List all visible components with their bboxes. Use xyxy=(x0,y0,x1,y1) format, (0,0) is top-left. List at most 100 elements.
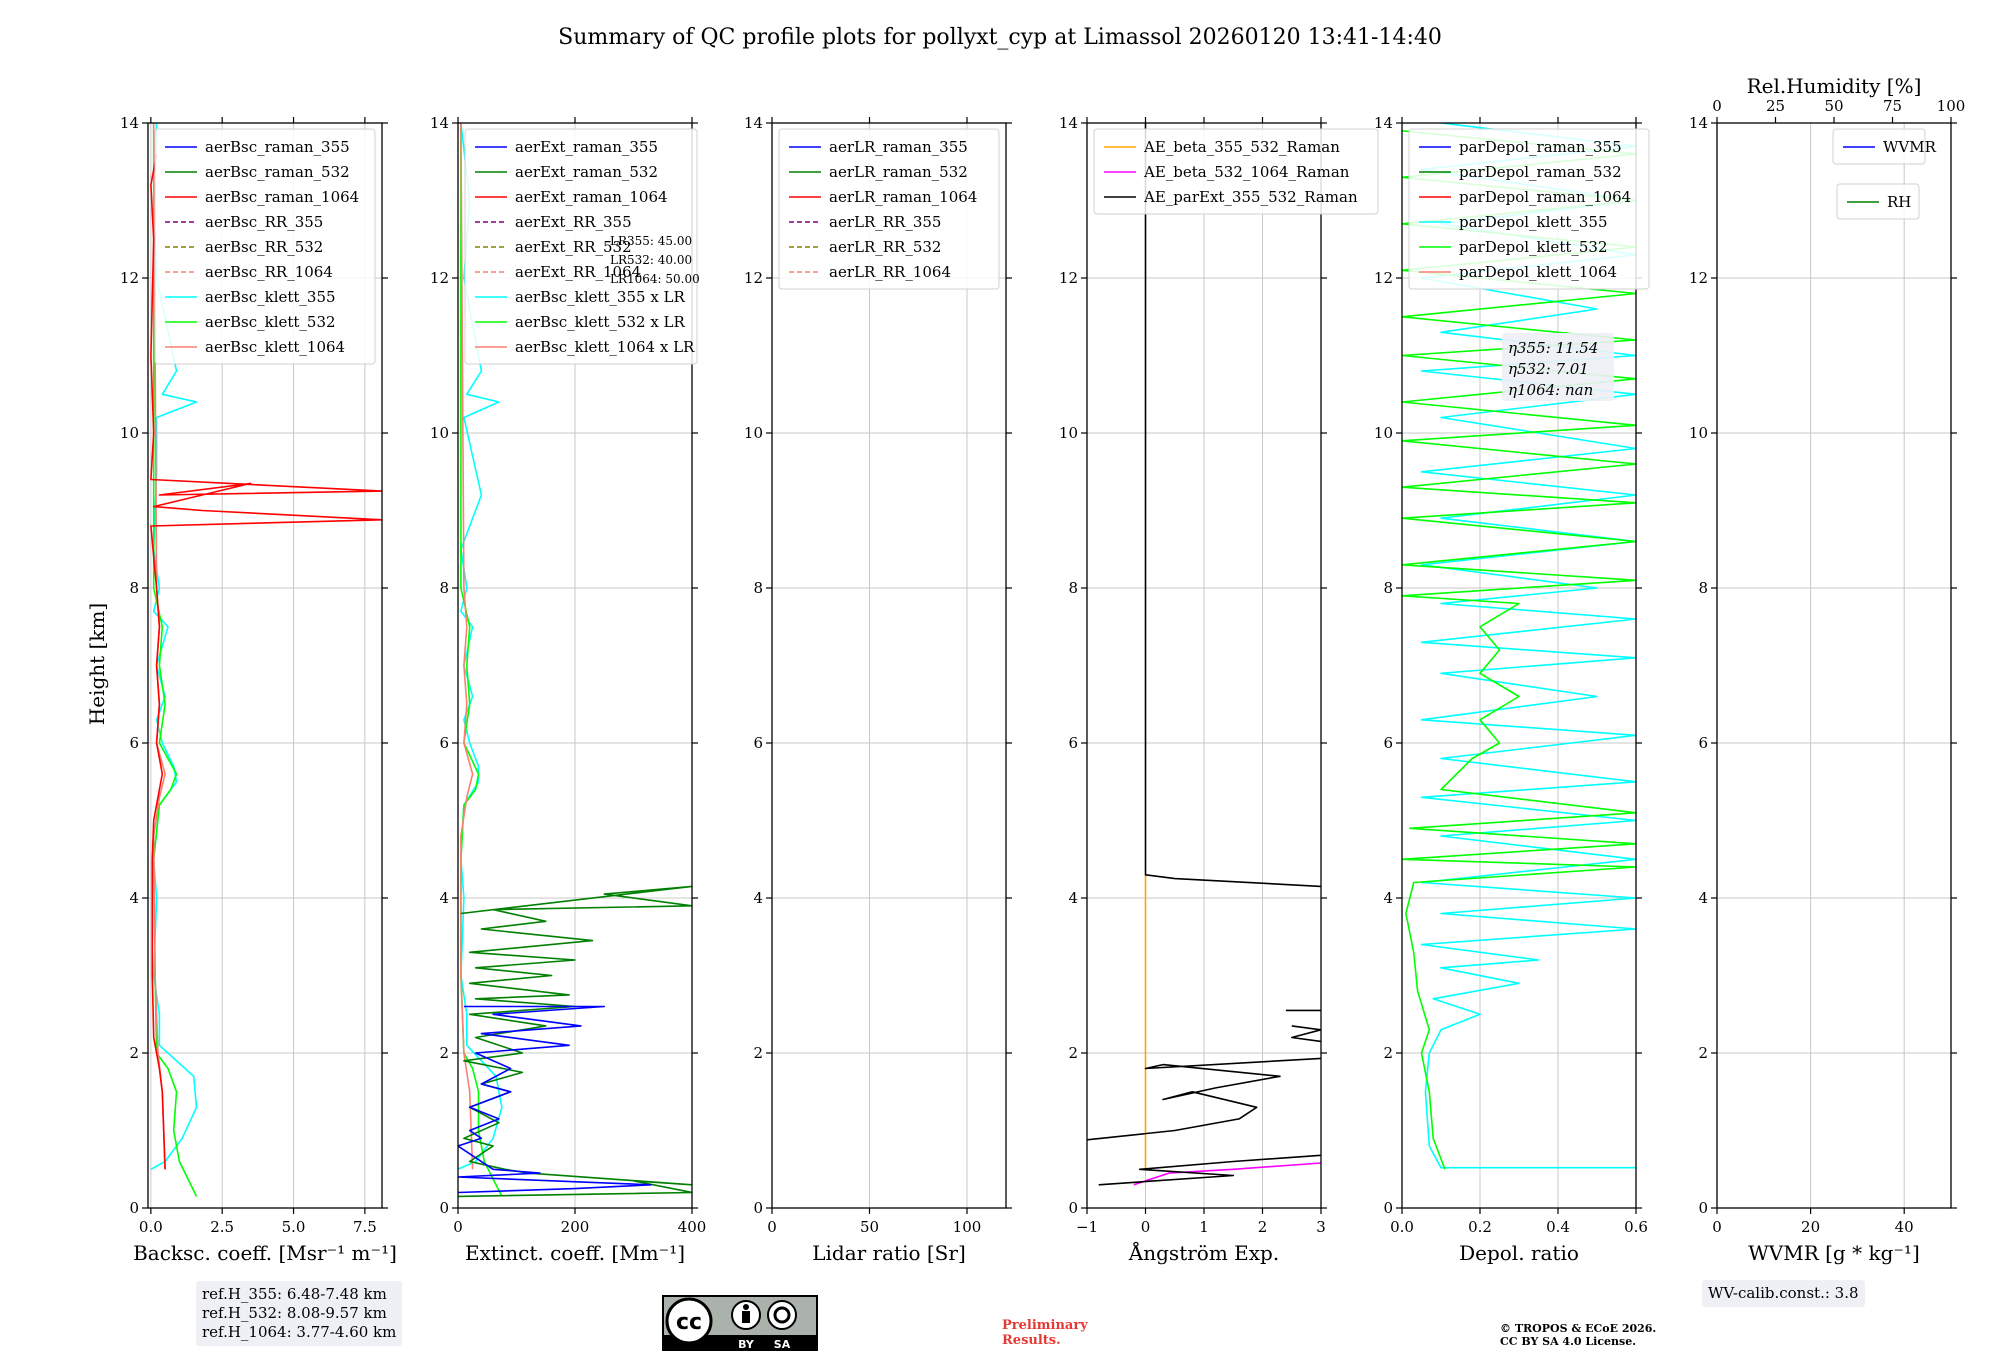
legend-label: parDepol_klett_355 xyxy=(1459,213,1608,231)
legend-box xyxy=(154,128,376,365)
legend-label: aerBsc_klett_1064 xyxy=(205,338,345,356)
y-tick-label: 10 xyxy=(1059,424,1078,442)
y-tick-label: 2 xyxy=(1383,1044,1393,1062)
legend-label: RH xyxy=(1887,193,1911,211)
legend-box xyxy=(464,128,698,365)
top-tick-label: 100 xyxy=(1937,97,1966,115)
legend-label: aerBsc_klett_355 xyxy=(205,288,336,306)
legend-label: aerExt_RR_355 xyxy=(515,213,632,231)
series-line-aerbsc-raman-1064 xyxy=(150,153,382,1170)
series-line-aerext-raman-532 xyxy=(458,885,692,1198)
panel-5: 0.0 0.2 0.4 0.6 0 2 4 6 8 10 12 14 Depol. ratio parDe… xyxy=(1374,114,1650,1265)
series-line-aerbsc-klett-355-x-lr xyxy=(458,123,503,1171)
x-tick-label: 200 xyxy=(561,1218,590,1236)
x-axis-label: Extinct. coeff. [Mm⁻¹] xyxy=(465,1241,685,1265)
x-axis-label: Ångström Exp. xyxy=(1128,1240,1279,1265)
y-tick-label: 0 xyxy=(129,1199,139,1217)
series-group xyxy=(458,123,692,1198)
copyright-note: © TROPOS & ECoE 2026. CC BY SA 4.0 Licen… xyxy=(1500,1322,1656,1348)
legend-box xyxy=(1408,128,1650,290)
legend-label: aerBsc_RR_532 xyxy=(205,238,323,256)
eta-label: η355: 11.54 xyxy=(1508,339,1598,357)
y-tick-label: 6 xyxy=(1698,734,1708,752)
series-line-aerbsc-klett-1064-x-lr xyxy=(460,123,474,1170)
wv-calibration-box: WV-calib.const.: 3.8 xyxy=(1702,1280,1865,1307)
y-tick-label: 8 xyxy=(439,579,449,597)
y-tick-label: 10 xyxy=(744,424,763,442)
x-tick-label: −1 xyxy=(1076,1218,1098,1236)
y-tick-label: 4 xyxy=(129,889,139,907)
legend-label: WVMR xyxy=(1883,138,1937,156)
legend-label: aerBsc_klett_532 x LR xyxy=(515,313,686,331)
lidar-ratio-label: LR1064: 50.00 xyxy=(610,272,700,286)
x-tick-label: 50 xyxy=(860,1218,879,1236)
legend-label: aerLR_raman_1064 xyxy=(829,188,977,206)
y-tick-label: 2 xyxy=(439,1044,449,1062)
legend-label: parDepol_raman_532 xyxy=(1459,163,1622,181)
y-tick-label: 10 xyxy=(1689,424,1708,442)
series-line-aerbsc-klett-355 xyxy=(150,123,198,1171)
x-tick-label: 0 xyxy=(1712,1218,1722,1236)
copyright-line-1: © TROPOS & ECoE 2026. xyxy=(1500,1322,1657,1335)
x-tick-label: 3 xyxy=(1316,1218,1326,1236)
legend-label: parDepol_klett_1064 xyxy=(1459,263,1617,281)
y-tick-label: 4 xyxy=(1698,889,1708,907)
x-tick-label: 20 xyxy=(1801,1218,1820,1236)
y-tick-label: 0 xyxy=(753,1199,763,1217)
legend-label: aerLR_RR_532 xyxy=(829,238,941,256)
x-axis-label: WVMR [g * kg⁻¹] xyxy=(1748,1241,1920,1265)
top-tick-label: 50 xyxy=(1824,97,1843,115)
refh-532: ref.H_532: 8.08-9.57 km xyxy=(202,1304,387,1322)
y-tick-label: 12 xyxy=(1374,269,1393,287)
eta-label: η532: 7.01 xyxy=(1508,360,1589,378)
legend-label: aerBsc_klett_1064 x LR xyxy=(515,338,695,356)
legend-box xyxy=(778,128,1000,290)
y-tick-label: 12 xyxy=(120,269,139,287)
legend-label: aerBsc_RR_1064 xyxy=(205,263,333,281)
legend-box xyxy=(1093,128,1379,215)
preliminary-note: Preliminary Results. xyxy=(1002,1318,1088,1348)
y-tick-label: 14 xyxy=(430,114,449,132)
legend-label: aerExt_raman_532 xyxy=(515,163,658,181)
legend-label: AE_beta_355_532_Raman xyxy=(1143,138,1340,156)
x-tick-label: 0 xyxy=(767,1218,777,1236)
y-tick-label: 4 xyxy=(1383,889,1393,907)
legend-label: parDepol_raman_355 xyxy=(1459,138,1622,156)
panel-2: 0 200 400 0 2 4 6 8 10 12 14 Extinct. coeff. [Mm⁻¹]… xyxy=(430,114,706,1265)
legend-label: aerExt_RR_1064 xyxy=(515,263,641,281)
y-tick-label: 0 xyxy=(439,1199,449,1217)
y-tick-label: 2 xyxy=(129,1044,139,1062)
series-line-aerext-raman-355 xyxy=(458,1005,652,1194)
legend-label: aerExt_raman_1064 xyxy=(515,188,668,206)
refh-355: ref.H_355: 6.48-7.48 km xyxy=(202,1285,387,1303)
plot-frame xyxy=(147,122,383,1209)
plot-frame xyxy=(771,122,1007,1209)
x-tick-label: 40 xyxy=(1895,1218,1914,1236)
legend-label: AE_parExt_355_532_Raman xyxy=(1143,188,1358,206)
legend-box xyxy=(1832,128,1926,165)
series-group xyxy=(1087,123,1321,1186)
y-tick-label: 0 xyxy=(1698,1199,1708,1217)
x-axis-label: Lidar ratio [Sr] xyxy=(812,1241,966,1265)
x-tick-label: 5.0 xyxy=(282,1218,306,1236)
preliminary-line-1: Preliminary xyxy=(1002,1318,1088,1333)
y-tick-label: 4 xyxy=(753,889,763,907)
legend-label: aerBsc_klett_355 x LR xyxy=(515,288,686,306)
legend-label: aerExt_raman_355 xyxy=(515,138,658,156)
eta-box xyxy=(1502,333,1614,401)
y-tick-label: 14 xyxy=(1059,114,1078,132)
y-axis-label: Height [km] xyxy=(85,603,109,725)
x-tick-label: 0.4 xyxy=(1546,1218,1570,1236)
y-tick-label: 14 xyxy=(744,114,763,132)
x-tick-label: 2 xyxy=(1258,1218,1268,1236)
series-line-ae-parext-355-532-raman-c xyxy=(1291,1025,1321,1043)
x-axis-label: Backsc. coeff. [Msr⁻¹ m⁻¹] xyxy=(133,1241,397,1265)
x-tick-label: 400 xyxy=(678,1218,707,1236)
cc-sa-label: SA xyxy=(774,1338,791,1351)
legend-label: aerBsc_raman_532 xyxy=(205,163,350,181)
x-tick-label: 7.5 xyxy=(353,1218,377,1236)
plot-frame xyxy=(1401,122,1637,1209)
cc-by-sa-logo: cc BY SA xyxy=(662,1295,818,1351)
series-line-aerbsc-klett-532 xyxy=(152,123,198,1197)
